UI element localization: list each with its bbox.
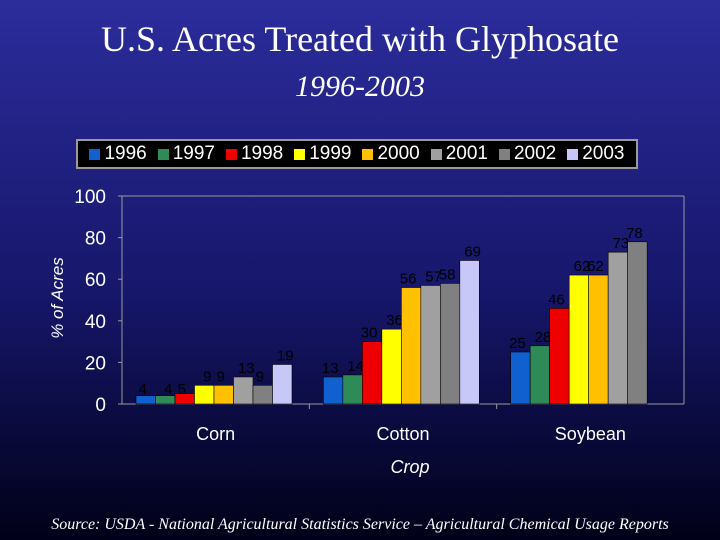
bar-soybean-1997 [529, 345, 550, 405]
y-tick-label-100: 100 [74, 187, 106, 208]
bar-soybean-1999 [568, 274, 589, 405]
bar-corn-2003 [272, 364, 293, 405]
data-label-soybean-1997: 28 [535, 329, 552, 346]
legend-label-1999: 1999 [309, 143, 352, 164]
y-axis-label: % of Acres [48, 257, 67, 339]
source-note: Source: USDA - National Agricultural Sta… [51, 516, 669, 533]
data-label-soybean-1999: 62 [574, 258, 591, 275]
bar-cotton-2001 [420, 285, 441, 405]
legend-item-2001: 2001 [430, 143, 489, 165]
bar-corn-2000 [213, 384, 234, 405]
legend-label-2003: 2003 [582, 143, 625, 164]
legend-item-1998: 1998 [225, 143, 284, 165]
bar-soybean-2000 [588, 274, 609, 405]
data-label-soybean-2002: 78 [626, 225, 643, 242]
data-label-soybean-1996: 25 [509, 335, 526, 352]
category-label-cotton: Cotton [376, 424, 429, 444]
legend-item-1999: 1999 [294, 143, 352, 165]
bar-cotton-1997 [342, 374, 363, 405]
data-label-corn-1997: 4 [164, 381, 172, 398]
legend-swatch-2001 [430, 148, 442, 160]
data-label-cotton-1998: 30 [361, 325, 378, 342]
legend-swatch-2000 [362, 148, 374, 160]
legend-label-2001: 2001 [445, 143, 489, 164]
data-label-cotton-2001: 57 [425, 268, 442, 285]
y-tick-label-40: 40 [85, 312, 106, 333]
data-label-corn-1999: 9 [203, 368, 211, 385]
legend-label-2002: 2002 [513, 143, 557, 164]
data-label-cotton-1999: 36 [386, 312, 403, 329]
chart-title: U.S. Acres Treated with Glyphosate [101, 19, 619, 59]
data-label-corn-2000: 9 [217, 368, 225, 385]
data-label-corn-2003: 19 [277, 347, 294, 364]
legend-label-1998: 1998 [240, 143, 284, 164]
legend-swatch-1998 [225, 148, 237, 160]
legend-swatch-1999 [294, 148, 306, 160]
data-label-cotton-2000: 56 [400, 271, 417, 288]
bar-cotton-2002 [440, 283, 461, 405]
legend-swatch-1996 [89, 148, 101, 160]
data-label-corn-2002: 9 [256, 368, 264, 385]
bar-soybean-1998 [549, 308, 570, 405]
data-label-soybean-1998: 46 [548, 291, 565, 308]
x-axis-label: Crop [390, 457, 430, 477]
data-label-cotton-2003: 69 [464, 243, 481, 260]
legend-item-1997: 1997 [157, 143, 216, 165]
y-tick-label-60: 60 [85, 270, 106, 291]
legend-label-2000: 2000 [377, 143, 420, 164]
legend-swatch-2003 [567, 148, 579, 160]
data-label-corn-2001: 13 [238, 360, 255, 377]
chart-legend: 1996 1997 1998 1999 2000 2001 2002 2003 [76, 139, 638, 169]
y-tick-label-0: 0 [95, 395, 106, 416]
bar-cotton-2000 [401, 287, 422, 405]
bar-corn-1999 [194, 384, 215, 405]
legend-swatch-1997 [157, 148, 169, 160]
legend-item-2003: 2003 [567, 143, 625, 165]
bar-cotton-1996 [323, 376, 344, 405]
data-label-cotton-2002: 58 [439, 266, 456, 283]
data-label-cotton-1996: 13 [322, 360, 339, 377]
data-label-corn-1998: 5 [178, 381, 186, 398]
bar-cotton-1999 [381, 328, 402, 405]
legend-item-1996: 1996 [89, 143, 147, 165]
data-label-cotton-1997: 14 [347, 358, 364, 375]
bar-cotton-1998 [362, 341, 383, 405]
bar-cotton-2003 [459, 260, 480, 405]
data-label-corn-1996: 4 [139, 381, 147, 398]
legend-item-2002: 2002 [498, 143, 557, 165]
legend-swatch-2002 [498, 148, 510, 160]
chart-subtitle: 1996-2003 [295, 70, 425, 103]
y-tick-label-20: 20 [85, 353, 106, 374]
legend-label-1997: 1997 [172, 143, 216, 164]
bar-soybean-1996 [510, 351, 531, 405]
data-label-soybean-2000: 62 [587, 258, 604, 275]
bar-corn-2001 [233, 376, 254, 405]
category-label-soybean: Soybean [555, 424, 626, 444]
legend-label-1996: 1996 [104, 143, 147, 164]
legend-item-2000: 2000 [362, 143, 420, 165]
bar-soybean-2001 [607, 251, 628, 405]
y-tick-label-80: 80 [85, 229, 106, 250]
category-label-corn: Corn [196, 424, 235, 444]
data-label-soybean-2001: 73 [613, 235, 630, 252]
bar-corn-2002 [252, 384, 273, 405]
bar-soybean-2002 [627, 241, 648, 405]
